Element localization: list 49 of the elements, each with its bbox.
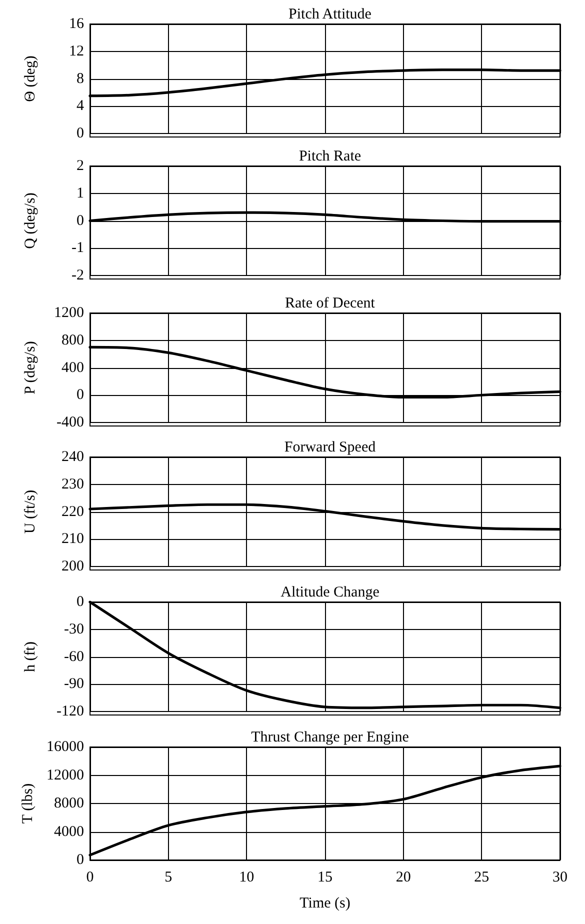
y-tick-label: -2 <box>72 268 84 284</box>
y-tick-label: 1200 <box>54 305 84 321</box>
y-axis-title: P (deg/s) <box>22 341 38 394</box>
y-tick-label: 800 <box>62 332 84 348</box>
y-axis-title: h (ft) <box>22 642 38 672</box>
y-axis-title: T (lbs) <box>20 783 36 824</box>
y-tick-label: 0 <box>76 126 84 142</box>
y-tick-label: -60 <box>64 648 84 665</box>
y-tick-label: 230 <box>62 476 84 492</box>
chart-title: Pitch Attitude <box>288 6 372 22</box>
y-axis-title: Q (deg/s) <box>22 192 38 249</box>
y-tick-label: 12000 <box>46 767 84 784</box>
y-tick-label: -1 <box>72 240 84 256</box>
y-tick-label: 4000 <box>54 824 84 840</box>
y-tick-label: 200 <box>62 558 84 574</box>
y-tick-label: 210 <box>62 531 84 548</box>
y-tick-label: 220 <box>62 504 84 520</box>
y-tick-label: -30 <box>64 621 84 638</box>
chart-title: Thrust Change per Engine <box>251 730 410 746</box>
y-tick-label: 400 <box>62 360 84 376</box>
y-tick-label: 8 <box>76 70 84 87</box>
y-tick-label: -400 <box>56 414 84 430</box>
y-tick-label: 16 <box>69 16 84 32</box>
y-tick-label: 16000 <box>46 739 84 755</box>
chart-title: Forward Speed <box>284 440 376 456</box>
x-tick-label: 5 <box>164 870 172 886</box>
y-tick-label: -120 <box>56 704 84 720</box>
y-tick-label: 2 <box>76 158 84 174</box>
chart-title: Rate of Decent <box>285 296 376 312</box>
chart-title: Pitch Rate <box>298 148 362 164</box>
y-tick-label: 4 <box>76 98 84 114</box>
x-axis-title: Time (s) <box>300 896 350 912</box>
y-tick-label: 12 <box>69 43 84 60</box>
y-axis-title: Θ (deg) <box>22 56 38 102</box>
y-tick-label: -90 <box>64 676 84 692</box>
y-tick-label: 0 <box>76 852 84 868</box>
chart-title: Altitude Change <box>280 584 380 600</box>
y-axis-title: U (ft/s) <box>22 490 38 534</box>
y-tick-label: 0 <box>76 212 84 229</box>
y-tick-label: 8000 <box>54 796 84 812</box>
y-tick-label: 0 <box>76 387 84 404</box>
y-tick-label: 0 <box>76 594 84 610</box>
y-tick-label: 240 <box>62 449 84 465</box>
x-tick-label: 25 <box>474 870 490 886</box>
x-tick-label: 20 <box>396 870 411 886</box>
x-tick-label: 15 <box>318 870 332 886</box>
x-tick-label: 10 <box>239 870 254 886</box>
x-tick-label: 30 <box>552 870 568 886</box>
y-tick-label: 1 <box>76 185 84 202</box>
